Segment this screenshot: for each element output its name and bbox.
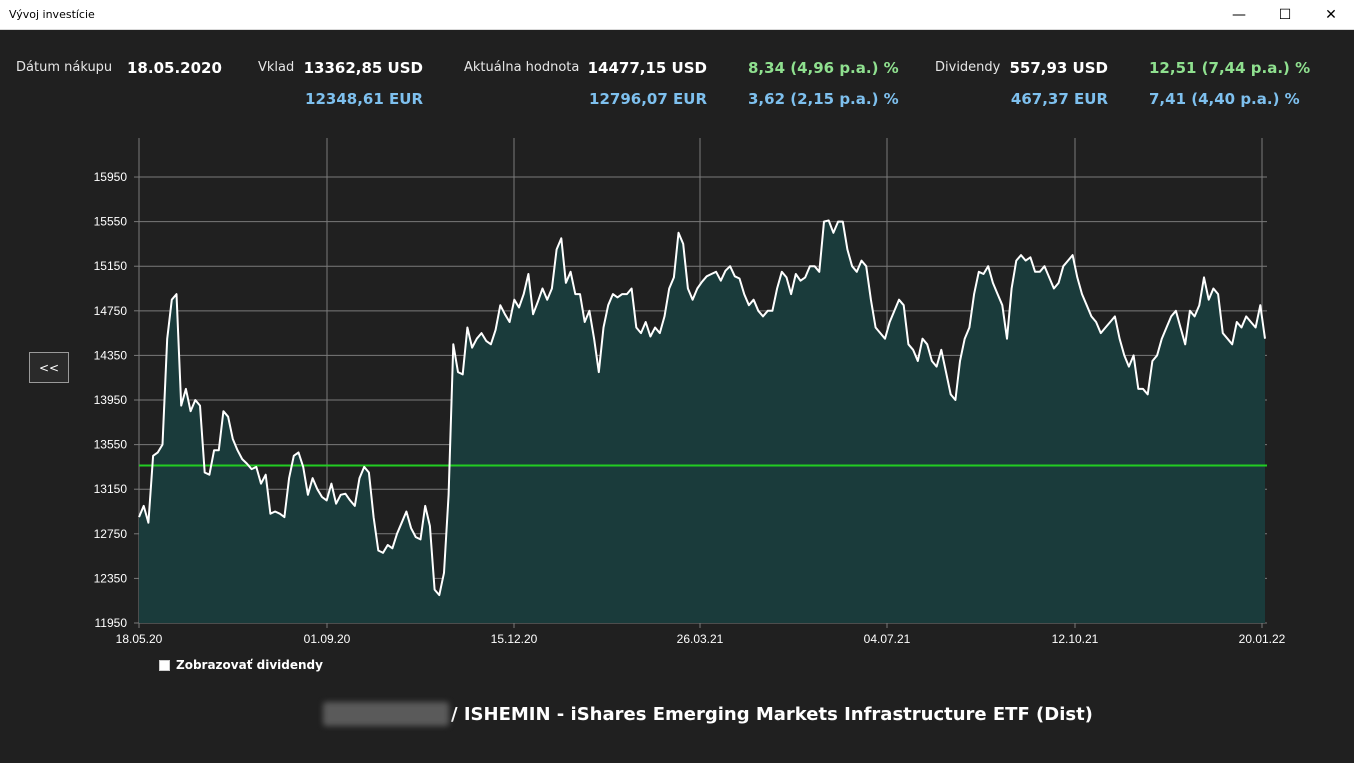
maximize-icon[interactable]: ☐ xyxy=(1278,7,1292,23)
close-icon[interactable]: ✕ xyxy=(1325,7,1337,23)
deposit-label: Vklad xyxy=(258,60,295,75)
fund-title-bar: / ISHEMIN - iShares Emerging Markets Inf… xyxy=(323,700,1093,728)
x-tick-label: 18.05.20 xyxy=(116,632,163,646)
y-tick-label: 14750 xyxy=(94,304,128,318)
current-value-usd: 14477,15 USD xyxy=(587,59,707,77)
y-tick-label: 15950 xyxy=(94,170,128,184)
y-tick-label: 12350 xyxy=(94,571,128,585)
y-tick-label: 11950 xyxy=(95,616,128,630)
purchase-date-label: Dátum nákupu xyxy=(16,60,113,75)
y-axis-ticks: 11950 12350 12750 13150 13550 13950 14350 14750… xyxy=(94,170,139,630)
value-area xyxy=(139,220,1265,623)
dividends-usd: 557,93 USD xyxy=(1009,59,1108,77)
show-dividends-label: Zobrazovať dividendy xyxy=(176,658,323,672)
redacted-owner-name xyxy=(323,702,449,726)
deposit-usd: 13362,85 USD xyxy=(303,59,423,77)
x-axis-ticks: 18.05.20 01.09.20 15.12.20 26.03.21 04.07.21… xyxy=(116,623,1286,646)
purchase-date-value: 18.05.2020 xyxy=(127,59,222,77)
y-tick-label: 14350 xyxy=(94,348,128,362)
deposit-eur: 12348,61 EUR xyxy=(305,90,423,108)
y-tick-label: 15150 xyxy=(94,259,128,273)
show-dividends-toggle[interactable]: Zobrazovať dividendy xyxy=(159,658,323,672)
x-tick-label: 15.12.20 xyxy=(491,632,538,646)
x-tick-label: 04.07.21 xyxy=(864,632,911,646)
x-tick-label: 12.10.21 xyxy=(1052,632,1099,646)
show-dividends-checkbox[interactable] xyxy=(159,659,170,671)
x-tick-label: 01.09.20 xyxy=(304,632,351,646)
back-button[interactable]: << xyxy=(29,352,69,383)
title-bar: Vývoj investície — ☐ ✕ xyxy=(0,0,1354,30)
dividends-label: Dividendy xyxy=(935,60,1001,75)
current-percent-eur: 3,62 (2,15 p.a.) % xyxy=(748,90,899,108)
y-tick-label: 13550 xyxy=(94,438,128,452)
y-tick-label: 15550 xyxy=(94,215,128,229)
y-tick-label: 13150 xyxy=(94,482,128,496)
current-value-eur: 12796,07 EUR xyxy=(589,90,707,108)
y-tick-label: 12750 xyxy=(94,527,128,541)
dividends-percent-usd: 12,51 (7,44 p.a.) % xyxy=(1149,59,1311,77)
current-percent-usd: 8,34 (4,96 p.a.) % xyxy=(748,59,899,77)
current-value-label: Aktuálna hodnota xyxy=(464,60,580,75)
dividends-percent-eur: 7,41 (4,40 p.a.) % xyxy=(1149,90,1300,108)
value-line xyxy=(138,219,1266,597)
window-title: Vývoj investície xyxy=(9,8,95,21)
y-tick-label: 13950 xyxy=(94,393,128,407)
x-tick-label: 20.01.22 xyxy=(1239,632,1286,646)
investment-chart: 11950 12350 12750 13150 13550 13950 14350 14750… xyxy=(94,138,1286,646)
x-tick-label: 26.03.21 xyxy=(677,632,724,646)
minimize-icon[interactable]: — xyxy=(1232,7,1246,23)
fund-title: / ISHEMIN - iShares Emerging Markets Inf… xyxy=(451,703,1093,725)
dividends-eur: 467,37 EUR xyxy=(1010,90,1108,108)
